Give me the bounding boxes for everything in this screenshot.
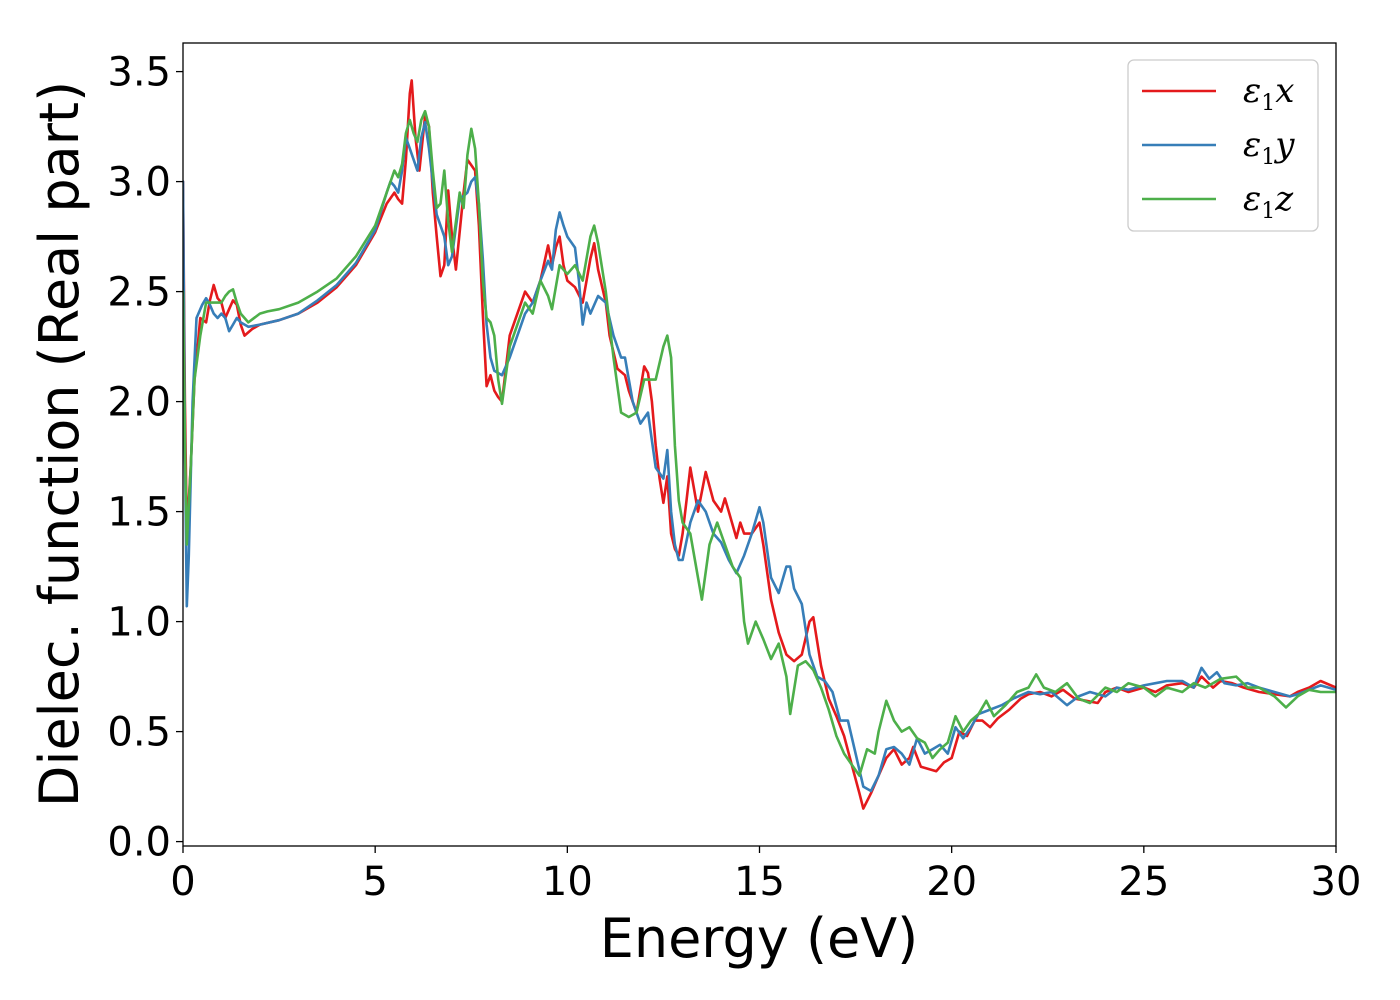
legend-label-y: ε1y bbox=[1243, 125, 1295, 170]
y-tick-label: 1.0 bbox=[107, 600, 171, 646]
x-tick-label: 30 bbox=[1311, 859, 1362, 905]
series-line-z bbox=[183, 109, 1336, 777]
legend-label-x: ε1x bbox=[1243, 71, 1294, 116]
y-tick-label: 1.5 bbox=[107, 490, 171, 536]
y-tick-label: 0.5 bbox=[107, 710, 171, 756]
legend-label-z: ε1z bbox=[1243, 179, 1294, 224]
x-tick-label: 20 bbox=[926, 859, 977, 905]
series-layer bbox=[183, 79, 1336, 810]
legend: ε1x ε1y ε1z bbox=[1127, 59, 1319, 232]
x-axis-title: Energy (eV) bbox=[600, 907, 919, 970]
y-axis-title: Dielec. function (Real part) bbox=[28, 81, 91, 807]
x-tick-label: 5 bbox=[362, 859, 387, 905]
y-axis: 0.0 0.5 1.0 1.5 2.0 2.5 3.0 3.5 bbox=[107, 50, 183, 866]
x-tick-label: 0 bbox=[170, 859, 195, 905]
x-tick-label: 10 bbox=[542, 859, 593, 905]
legend-box bbox=[1127, 59, 1319, 232]
x-tick-label: 25 bbox=[1118, 859, 1169, 905]
y-tick-label: 2.5 bbox=[107, 270, 171, 316]
y-tick-label: 0.0 bbox=[107, 820, 171, 866]
x-axis: 0 5 10 15 20 25 30 bbox=[170, 846, 1361, 905]
y-tick-label: 3.5 bbox=[107, 50, 171, 96]
y-tick-label: 3.0 bbox=[107, 160, 171, 206]
x-tick-label: 15 bbox=[734, 859, 785, 905]
y-tick-label: 2.0 bbox=[107, 380, 171, 426]
series-line-x bbox=[183, 79, 1336, 810]
